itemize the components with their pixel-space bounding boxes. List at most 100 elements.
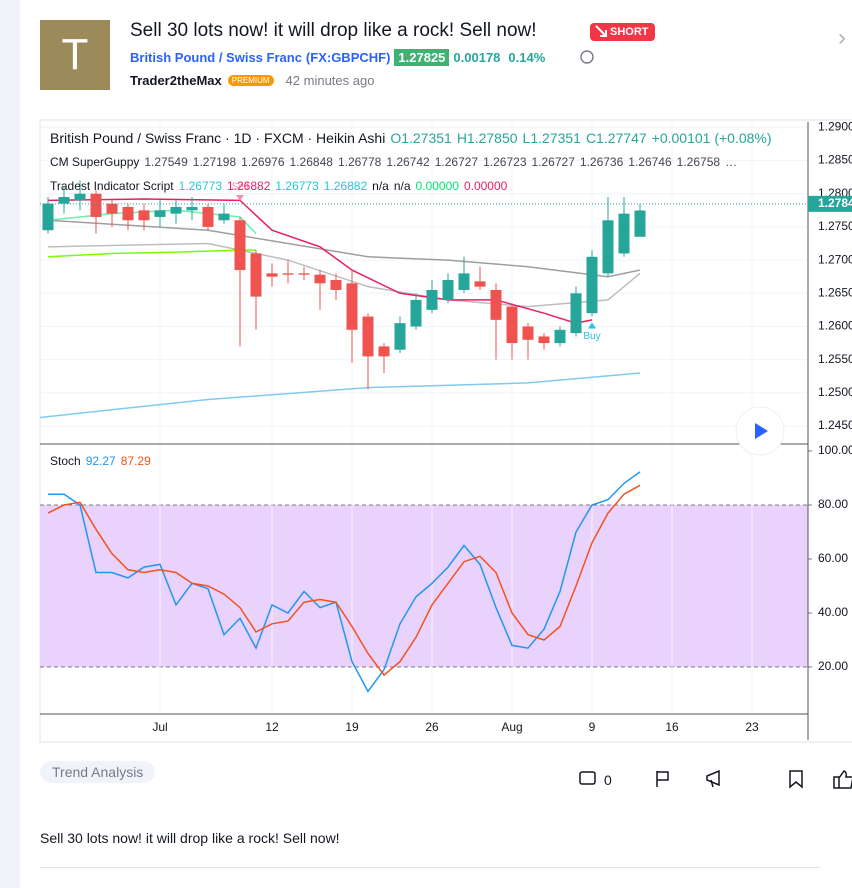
idea-card: T Sell 30 lots now! it will drop like a … [20,0,852,888]
stoch-value: 87.29 [121,454,151,468]
actions [579,769,852,789]
tradest-value: 0.00000 [464,179,508,193]
candle-body [346,283,358,330]
tradest-value: 0.00000 [416,179,460,193]
candle-body [74,193,86,201]
line [47,484,641,677]
candle-body [378,346,390,357]
candle-body [58,197,70,204]
candle-body [506,306,518,344]
price-legend: British Pound / Swiss Franc · 1D · FXCM … [50,130,772,146]
idea-title[interactable]: Sell 30 lots now! it will drop like a ro… [130,20,537,41]
separator [40,867,820,868]
candle-body [282,273,294,275]
candle-body [634,210,646,237]
candle-body [266,273,278,277]
legend-ohlc: L1.27351 [523,130,582,146]
candle-body [154,210,166,217]
tradest-value: 1.26773 [275,179,319,193]
comment-icon[interactable] [579,771,596,785]
guppy-value: 1.26727 [532,155,576,169]
legend-ohlc: H1.27850 [457,130,518,146]
y-tick-label: 1.2650 [818,285,852,299]
marker-label: Sell [232,182,249,193]
premium-badge: PREMIUM [227,75,274,86]
guppy-value: 1.27198 [193,155,237,169]
last-price-tag [808,195,852,212]
candle-body [474,281,486,287]
line [39,372,641,419]
description: Sell 30 lots now! it will drop like a ro… [40,830,340,846]
candle-body [218,213,230,221]
y-tick-label: 1.2900 [818,119,852,133]
candle-body [314,274,326,284]
share-icon[interactable] [706,769,720,788]
x-tick-label: 19 [345,720,359,734]
x-tick-label: 16 [665,720,679,734]
y-tick-label: 100.00 [818,443,852,457]
alert-icon[interactable] [580,50,594,64]
marker-arrow [588,322,596,329]
candle-body [602,220,614,274]
x-tick-label: 12 [265,720,279,734]
guppy-overflow: … [725,155,737,169]
guppy-value: 1.26778 [338,155,382,169]
tradest-legend: Tradest Indicator Script 1.26773 1.26882 1.… [50,179,508,193]
candle-body [586,256,598,314]
stoch-title: Stoch [50,454,81,468]
tradest-name: Tradest Indicator Script [50,179,174,193]
guppy-name: CM SuperGuppy [50,155,139,169]
candle-body [250,253,262,297]
tag[interactable]: Trend Analysis [40,761,156,783]
bookmark-icon[interactable] [789,770,803,789]
candle-body [106,203,118,214]
next-arrow[interactable]: › [838,24,846,51]
avatar[interactable]: T [40,20,110,90]
price: 1.27825 [394,49,450,66]
candle-body [298,273,310,275]
candle-body [394,323,406,350]
chart-frame [39,119,852,743]
guppy-value: 1.26758 [677,155,721,169]
x-tick-label: Aug [501,720,522,734]
guppy-value: 1.26742 [386,155,430,169]
symbol-name[interactable]: British Pound / Swiss Franc [130,50,302,65]
guppy-value: 1.26848 [290,155,334,169]
y-tick-label: 40.00 [818,605,848,619]
stoch-band [40,505,808,667]
y-tick-label: 1.2450 [818,418,852,432]
symbol-code[interactable]: (FX:GBPCHF) [305,50,391,65]
line [47,198,593,324]
guppy-value: 1.26976 [241,155,285,169]
author[interactable]: Trader2theMax [130,73,222,88]
candle-body [362,316,374,357]
tradest-value: n/a [372,179,389,193]
candle-body [202,206,214,227]
guppy-value: 1.27549 [144,155,188,169]
y-tick-label: 20.00 [818,659,848,673]
legend-ohlc: +0.00101 (+0.08%) [652,130,772,146]
line [48,471,641,693]
play-button[interactable] [735,406,785,456]
guppy-value: 1.26746 [628,155,672,169]
legend-title: British Pound / Swiss Franc · 1D · FXCM … [50,130,385,146]
change-pct: 0.14% [508,50,546,65]
symbol-line: British Pound / Swiss Franc (FX:GBPCHF) … [130,49,545,66]
y-tick-label: 1.2600 [818,319,852,333]
y-tick-label: 1.2750 [818,219,852,233]
legend-ohlc: O1.27351 [390,130,452,146]
change: 0.00178 [453,50,501,65]
candle-body [122,206,134,221]
candle-body [90,193,102,217]
candle-body [234,220,246,271]
candle-body [522,326,534,340]
guppy-value: 1.26727 [435,155,479,169]
time: 42 minutes ago [285,73,375,88]
candle-body [42,203,54,231]
line [47,209,257,235]
flag-icon[interactable] [656,771,669,787]
y-tick-label: 60.00 [818,551,848,565]
like-icon[interactable] [833,770,852,789]
x-tick-label: 26 [425,720,439,734]
